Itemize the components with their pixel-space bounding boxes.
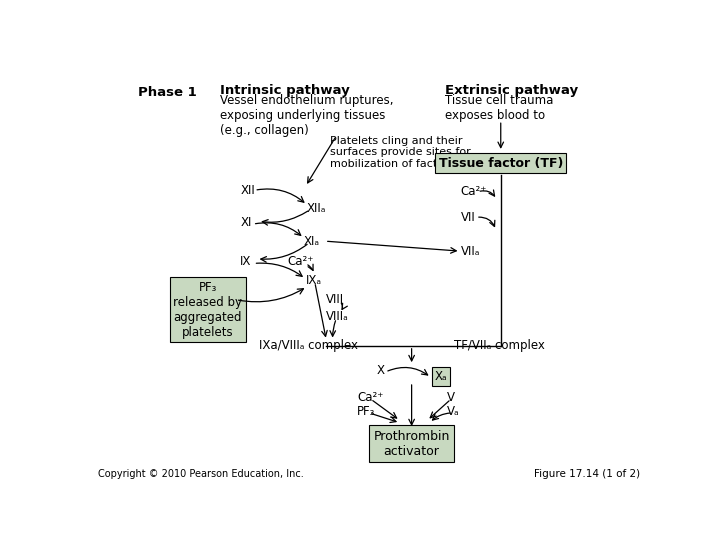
Text: Ca²⁺: Ca²⁺ [357,391,384,404]
Text: IX: IX [240,255,252,268]
Text: XIIₐ: XIIₐ [307,201,326,214]
Text: VIII: VIII [326,293,344,306]
Text: Extrinsic pathway: Extrinsic pathway [445,84,578,97]
Text: XI: XI [240,216,252,229]
Text: VIIIₐ: VIIIₐ [326,310,349,323]
Text: Phase 1: Phase 1 [138,86,197,99]
Text: VIIₐ: VIIₐ [461,245,480,258]
Text: Xₐ: Xₐ [435,370,447,383]
Text: IXa/VIIIₐ complex: IXa/VIIIₐ complex [259,339,358,353]
Text: Copyright © 2010 Pearson Education, Inc.: Copyright © 2010 Pearson Education, Inc. [98,469,304,480]
Text: Tissue cell trauma
exposes blood to: Tissue cell trauma exposes blood to [445,94,554,122]
Text: X: X [377,364,384,377]
Text: PF₃
released by
aggregated
platelets: PF₃ released by aggregated platelets [174,281,243,339]
Text: Tissue factor (TF): Tissue factor (TF) [438,157,563,170]
Text: XIₐ: XIₐ [304,234,320,248]
Text: Ca²⁺: Ca²⁺ [461,185,487,198]
Text: Platelets cling and their
surfaces provide sites for
mobilization of factors: Platelets cling and their surfaces provi… [330,136,471,169]
Text: VII: VII [461,211,475,224]
Text: IXₐ: IXₐ [305,274,321,287]
Text: V: V [446,391,454,404]
Text: TF/VIIₐ complex: TF/VIIₐ complex [454,339,545,353]
Text: Figure 17.14 (1 of 2): Figure 17.14 (1 of 2) [534,469,640,480]
Text: Vessel endothelium ruptures,
exposing underlying tissues
(e.g., collagen): Vessel endothelium ruptures, exposing un… [220,94,394,137]
Text: Intrinsic pathway: Intrinsic pathway [220,84,350,97]
Text: PF₃: PF₃ [357,405,376,418]
Text: XII: XII [240,184,255,197]
Text: Ca²⁺: Ca²⁺ [287,255,314,268]
Text: Vₐ: Vₐ [446,405,459,418]
Text: Prothrombin
activator: Prothrombin activator [374,430,450,457]
